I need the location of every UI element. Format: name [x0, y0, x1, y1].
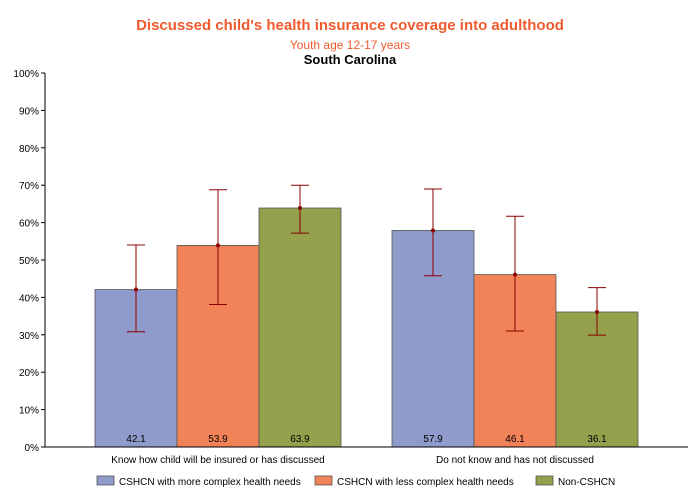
point-marker	[134, 287, 138, 292]
x-category-label: Know how child will be insured or has di…	[111, 455, 324, 466]
bar	[258, 207, 342, 448]
y-tick-label: 70%	[19, 181, 39, 192]
data-label: 63.9	[290, 434, 310, 445]
y-tick-label: 100%	[13, 69, 39, 80]
y-tick-label: 90%	[19, 106, 39, 117]
point-marker	[298, 206, 302, 211]
y-tick-label: 10%	[19, 406, 39, 417]
y-tick-label: 20%	[19, 368, 39, 379]
legend-label: Non-CSHCN	[558, 477, 615, 488]
chart-subtitle-state: South Carolina	[303, 52, 397, 67]
y-tick-label: 40%	[19, 293, 39, 304]
data-label: 36.1	[587, 434, 607, 445]
point-marker	[595, 309, 599, 314]
legend-swatch	[535, 475, 554, 486]
data-label: 42.1	[126, 434, 146, 445]
legend-swatch	[96, 475, 115, 486]
point-marker	[513, 272, 517, 277]
point-marker	[431, 228, 435, 233]
y-tick-label: 30%	[19, 331, 39, 342]
y-tick-label: 50%	[19, 256, 39, 267]
legend-label: CSHCN with more complex health needs	[119, 477, 301, 488]
x-category-label: Do not know and has not discussed	[436, 455, 594, 466]
legend-swatch	[314, 475, 333, 486]
chart-title: Discussed child's health insurance cover…	[136, 17, 564, 34]
y-tick-label: 60%	[19, 219, 39, 230]
y-tick-label: 80%	[19, 144, 39, 155]
data-label: 46.1	[505, 434, 525, 445]
data-label: 53.9	[208, 434, 228, 445]
legend-label: CSHCN with less complex health needs	[337, 477, 514, 488]
y-tick-label: 0%	[25, 443, 40, 454]
point-marker	[216, 243, 220, 248]
chart-subtitle: Youth age 12-17 years	[289, 38, 411, 52]
data-label: 57.9	[423, 434, 443, 445]
